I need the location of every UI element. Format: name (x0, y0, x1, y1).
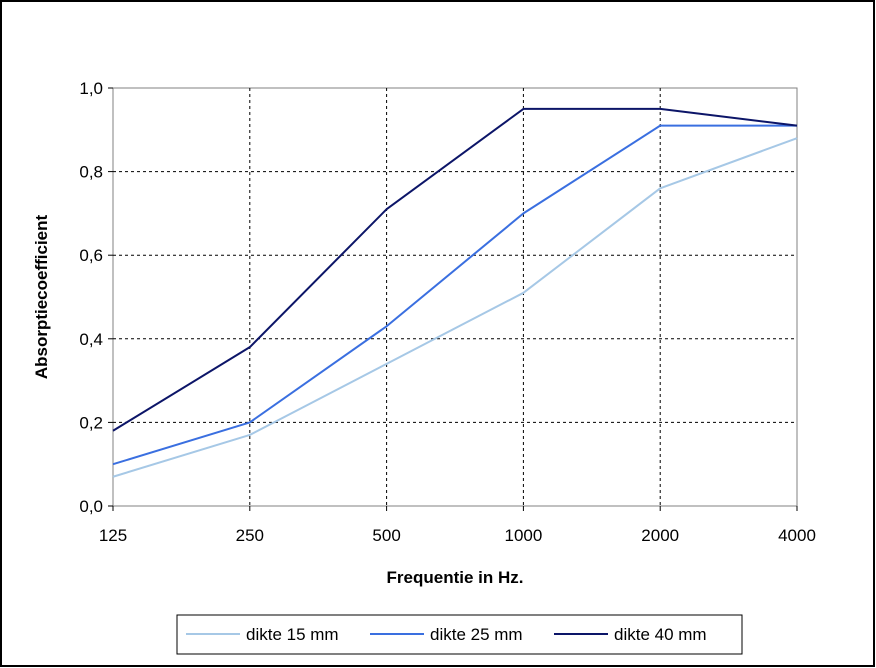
plot-area (112, 87, 798, 507)
grid-lines (113, 88, 797, 506)
y-tick-label: 0,6 (79, 246, 103, 265)
y-axis-title: Absorptiecoefficient (32, 214, 51, 379)
y-tick-label: 1,0 (79, 79, 103, 98)
series-line-dikte-15-mm (112, 137, 798, 478)
x-tick-label: 2000 (641, 526, 679, 545)
x-tick-label: 500 (372, 526, 400, 545)
x-tick-label: 125 (99, 526, 127, 545)
y-tick-label: 0,0 (79, 497, 103, 516)
y-tick-label: 0,2 (79, 413, 103, 432)
legend-label: dikte 40 mm (614, 625, 707, 644)
y-tick-labels: 0,0 0,2 0,4 0,6 0,8 1,0 (79, 79, 113, 516)
x-tick-label: 1000 (504, 526, 542, 545)
y-tick-label: 0,8 (79, 163, 103, 182)
x-tick-labels: 125 250 500 1000 2000 4000 (99, 506, 816, 545)
x-axis-title: Frequentie in Hz. (387, 568, 524, 587)
y-tick-label: 0,4 (79, 330, 103, 349)
legend-label: dikte 15 mm (246, 625, 339, 644)
legend-label: dikte 25 mm (430, 625, 523, 644)
series-lines (112, 107, 798, 478)
x-tick-label: 4000 (778, 526, 816, 545)
legend-items: dikte 15 mm dikte 25 mm dikte 40 mm (186, 625, 707, 644)
legend-box (176, 614, 743, 655)
series-line-dikte-40-mm (112, 107, 798, 432)
x-tick-label: 250 (236, 526, 264, 545)
legend: dikte 15 mm dikte 25 mm dikte 40 mm (176, 614, 743, 655)
series-line-dikte-25-mm (112, 124, 797, 466)
